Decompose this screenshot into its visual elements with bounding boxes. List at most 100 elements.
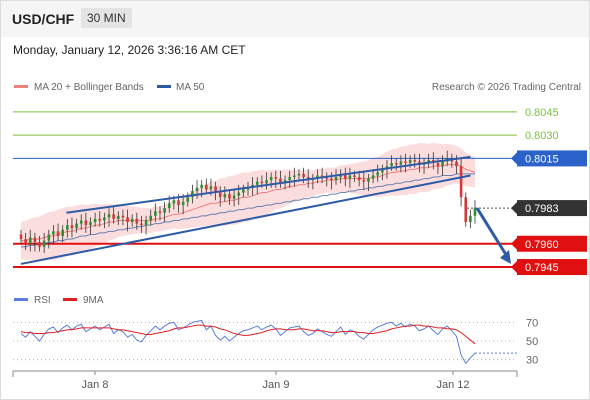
level-label: 0.8030 xyxy=(525,130,559,142)
x-axis-ticks: Jan 8 Jan 9 Jan 12 xyxy=(82,371,470,391)
ma20-legend-label: MA 20 + Bollinger Bands xyxy=(34,82,144,93)
candle-body xyxy=(399,161,403,165)
symbol-label: USD/CHF xyxy=(12,11,75,27)
candle-body xyxy=(441,161,444,167)
level-label: 0.8045 xyxy=(525,107,559,119)
candle-body xyxy=(195,187,199,191)
candle-body xyxy=(191,191,194,198)
level-label: 0.8015 xyxy=(525,153,559,165)
x-tick-label: Jan 8 xyxy=(82,379,109,391)
candle-body xyxy=(274,177,278,179)
candle-body xyxy=(167,203,171,209)
candle-body xyxy=(116,215,120,219)
candle-body xyxy=(38,242,41,247)
candle-body xyxy=(42,240,46,247)
candle-body xyxy=(205,184,208,190)
candle-body xyxy=(293,175,296,178)
forecast-arrowhead xyxy=(500,249,511,264)
ma20-line xyxy=(21,164,476,242)
candle-body xyxy=(232,195,236,199)
candle-body xyxy=(28,237,32,244)
candle-body xyxy=(70,225,74,229)
rsi-tick-label: 30 xyxy=(526,355,538,367)
candle-body xyxy=(89,222,92,226)
x-tick-label: Jan 12 xyxy=(436,379,469,391)
candle-body xyxy=(242,189,245,193)
candle-body xyxy=(469,215,472,223)
candle-body xyxy=(297,173,301,176)
header-bar: USD/CHF 30 MIN xyxy=(1,1,589,37)
candle-body xyxy=(223,194,227,198)
candle-body xyxy=(107,214,111,218)
candle-body xyxy=(214,186,217,193)
candle-body xyxy=(172,200,176,204)
candle-body xyxy=(362,180,366,182)
level-tag-red xyxy=(517,235,587,252)
candle-body xyxy=(348,175,352,179)
candle-body xyxy=(24,239,27,244)
candle-body xyxy=(302,173,305,178)
level-tag-pointer xyxy=(511,202,517,215)
ma50-legend-swatch xyxy=(157,85,171,88)
candle-body xyxy=(93,218,97,223)
candle-body xyxy=(320,175,324,178)
candle-body xyxy=(246,187,250,190)
rsi-tick-label: 70 xyxy=(526,317,538,329)
ma50-line xyxy=(21,173,475,248)
candle-body xyxy=(279,178,282,184)
candle-body xyxy=(33,237,37,243)
price-panel: 0.8045 0.8030 0.8015 0.7983 0.7960 0.7945 xyxy=(13,107,587,276)
forecast-arrow-shaft xyxy=(475,207,510,259)
candle-body xyxy=(473,208,477,216)
level-tag-blue xyxy=(517,150,587,167)
candle-body xyxy=(177,200,180,205)
candle-body xyxy=(218,192,222,198)
candle-body xyxy=(237,192,241,196)
candle-body xyxy=(130,218,134,223)
rsi-panel: 70 50 30 xyxy=(13,317,538,367)
rsi-ma-line xyxy=(20,324,476,345)
rsi-legend-label: RSI xyxy=(34,295,51,306)
candle-body xyxy=(56,231,60,236)
candle-body xyxy=(209,186,213,190)
candle-body xyxy=(140,223,143,226)
candle-body xyxy=(200,184,203,188)
candle-body xyxy=(357,177,361,181)
level-label: 0.7960 xyxy=(525,239,559,251)
x-tick-label: Jan 9 xyxy=(263,379,290,391)
rsi-line xyxy=(20,319,476,365)
rsi-ma-legend-swatch xyxy=(63,298,77,301)
candle-body xyxy=(413,159,417,162)
candle-body xyxy=(381,169,384,173)
rsi-tick-label: 50 xyxy=(526,336,538,348)
candle-body xyxy=(84,220,88,226)
level-tag-red xyxy=(517,259,587,276)
candle-body xyxy=(343,173,347,179)
candle-body xyxy=(394,163,398,165)
candle-body xyxy=(154,211,157,216)
candle-body xyxy=(47,234,51,241)
candle-body xyxy=(330,178,333,181)
candle-body xyxy=(390,163,393,167)
candle-body xyxy=(228,194,231,199)
candle-body xyxy=(436,163,440,167)
timeframe-button[interactable]: 30 MIN xyxy=(81,8,132,28)
candle-body xyxy=(135,218,139,224)
candle-body xyxy=(371,175,375,179)
candle-body xyxy=(112,214,115,219)
candle-body xyxy=(61,229,64,236)
level-tag-pointer xyxy=(511,261,517,274)
level-label: 0.7983 xyxy=(525,203,559,215)
candle-body xyxy=(121,215,125,218)
candle-body xyxy=(459,166,463,198)
candle-body xyxy=(269,177,273,181)
level-tag-pointer xyxy=(511,152,517,165)
candle-body xyxy=(126,217,129,223)
candle-body xyxy=(158,211,162,213)
copyright-text: Research © 2026 Trading Central xyxy=(432,82,581,93)
candle-body xyxy=(427,159,430,164)
ma20-legend-swatch xyxy=(14,85,28,88)
candle-body xyxy=(75,223,78,229)
candle-body xyxy=(103,217,106,221)
